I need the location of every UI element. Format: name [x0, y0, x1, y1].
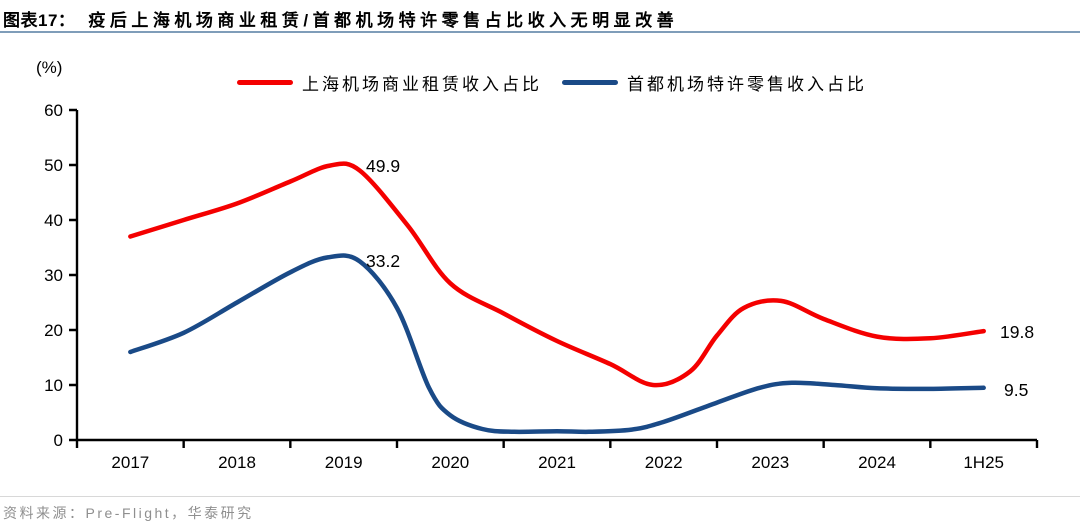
- legend-item-shanghai: 上海机场商业租赁收入占比: [237, 70, 542, 95]
- series-line-0: [128, 161, 986, 388]
- data-label: 9.5: [1004, 380, 1028, 400]
- legend-swatch-red-line-icon: [237, 80, 293, 85]
- chart-number-label: 图表17：: [3, 11, 76, 30]
- axes: [69, 108, 1039, 448]
- chart-title-text: 疫后上海机场商业租赁/首都机场特许零售占比收入无明显改善: [88, 11, 679, 30]
- legend-swatch-blue-line-icon: [562, 80, 618, 85]
- x-tick-label: 2023: [751, 453, 789, 472]
- data-label: 33.2: [366, 251, 400, 271]
- legend-label-shanghai: 上海机场商业租赁收入占比: [302, 75, 542, 94]
- x-tick-label: 2019: [325, 453, 363, 472]
- y-tick-label: 0: [54, 431, 63, 450]
- chart-title: 图表17： 疫后上海机场商业租赁/首都机场特许零售占比收入无明显改善: [3, 6, 678, 31]
- y-tick-label: 30: [44, 266, 63, 285]
- x-tick-label: 2020: [431, 453, 469, 472]
- y-tick-label: 50: [44, 156, 63, 175]
- y-tick-label: 40: [44, 211, 63, 230]
- legend-item-capital: 首都机场特许零售收入占比: [562, 70, 867, 95]
- y-tick-label: 10: [44, 376, 63, 395]
- data-label: 49.9: [366, 156, 400, 176]
- x-tick-label: 1H25: [963, 453, 1004, 472]
- source-note: 资料来源：Pre-Flight，华泰研究: [3, 505, 254, 521]
- title-underline: [0, 31, 1080, 33]
- series-line-1: [128, 253, 986, 435]
- x-tick-label: 2022: [645, 453, 683, 472]
- x-tick-label: 2024: [858, 453, 896, 472]
- y-axis-unit-label: (%): [36, 58, 63, 77]
- x-tick-label: 2017: [111, 453, 149, 472]
- legend-label-capital: 首都机场特许零售收入占比: [627, 75, 867, 94]
- footer-divider: [0, 496, 1080, 497]
- chart-legend: 上海机场商业租赁收入占比 首都机场特许零售收入占比: [237, 70, 867, 95]
- y-tick-label: 60: [44, 101, 63, 120]
- x-tick-label: 2021: [538, 453, 576, 472]
- x-tick-label: 2018: [218, 453, 256, 472]
- y-tick-label: 20: [44, 321, 63, 340]
- data-label: 19.8: [1000, 322, 1034, 342]
